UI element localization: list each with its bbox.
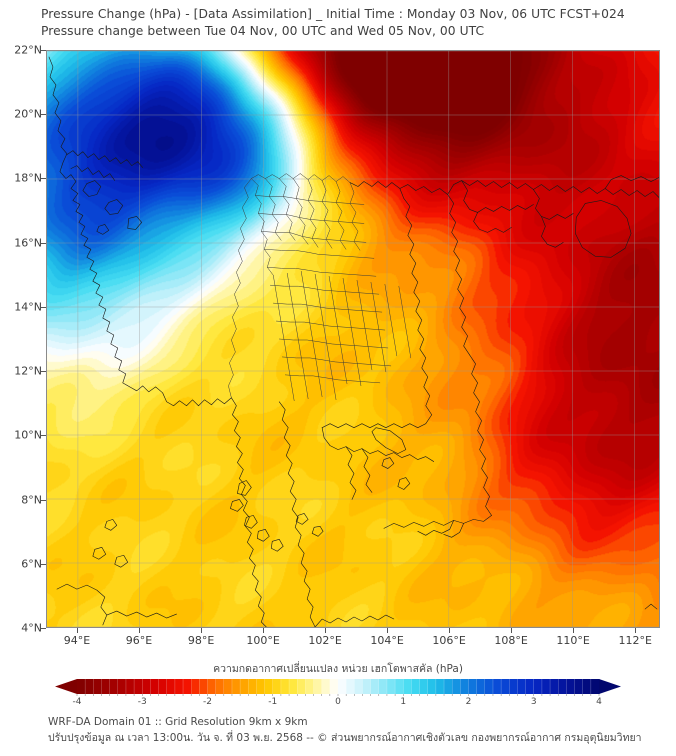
- lon-tick-mark: [511, 628, 513, 633]
- footer-domain-info: WRF-DA Domain 01 :: Grid Resolution 9km …: [48, 716, 308, 728]
- colorbar-gradient: [55, 679, 621, 696]
- colorbar[interactable]: [55, 677, 621, 696]
- lon-tick-label: 96°E: [125, 634, 153, 647]
- colorbar-tick-label: -1: [268, 697, 278, 707]
- chart-title-block: Pressure Change (hPa) - [Data Assimilati…: [41, 6, 661, 40]
- lon-tick-mark: [325, 628, 327, 633]
- colorbar-tick-label: 1: [400, 697, 407, 707]
- lat-tick-mark: [41, 50, 46, 51]
- lat-tick-mark: [41, 435, 46, 437]
- lat-tick-label: 6°N: [21, 557, 42, 571]
- lat-tick-label: 20°N: [14, 107, 42, 121]
- chart-title-line-2: Pressure change between Tue 04 Nov, 00 U…: [41, 24, 485, 38]
- colorbar-tick-label: -3: [137, 697, 147, 707]
- lat-tick-mark: [41, 306, 46, 308]
- lon-tick-mark: [263, 628, 265, 633]
- colorbar-tick-labels: -4 -3 -2 -1 0 1 2 3 4: [55, 697, 621, 711]
- lon-tick-label: 102°E: [308, 634, 342, 647]
- lon-tick-label: 94°E: [63, 634, 91, 647]
- lat-tick-label: 4°N: [21, 621, 42, 635]
- lat-tick-label: 22°N: [14, 43, 42, 57]
- footer-credit: ปรับปรุงข้อมูล ณ เวลา 13:00น. วัน จ. ที่…: [48, 732, 642, 744]
- lon-tick-label: 104°E: [370, 634, 404, 647]
- lon-tick-label: 112°E: [618, 634, 652, 647]
- lat-tick-mark: [41, 628, 46, 629]
- lat-tick-label: 10°N: [14, 428, 42, 442]
- lat-tick-mark: [41, 371, 46, 373]
- lon-tick-mark: [573, 628, 575, 633]
- lon-tick-label: 106°E: [432, 634, 466, 647]
- lon-tick-label: 110°E: [556, 634, 590, 647]
- lat-tick-label: 18°N: [14, 171, 42, 185]
- lat-tick-mark: [41, 242, 46, 244]
- lon-tick-mark: [77, 628, 78, 633]
- lat-tick-label: 8°N: [21, 493, 42, 507]
- colorbar-tick-label: 2: [465, 697, 472, 707]
- lat-tick-mark: [41, 114, 46, 116]
- map-plot-area[interactable]: [46, 50, 660, 628]
- lat-tick-mark: [41, 178, 46, 180]
- lon-tick-mark: [635, 628, 637, 633]
- graticule-gridlines: [47, 51, 659, 627]
- coastline-and-border-overlay: [47, 51, 659, 627]
- colorbar-tick-label: 4: [596, 697, 602, 707]
- colorbar-tick-label: 3: [530, 697, 537, 707]
- lon-tick-label: 98°E: [187, 634, 215, 647]
- lon-tick-mark: [387, 628, 389, 633]
- footer-block: WRF-DA Domain 01 :: Grid Resolution 9km …: [48, 714, 668, 746]
- colorbar-tick-label: -4: [72, 697, 82, 707]
- colorbar-caption: ความกดอากาศเปลี่ยนแปลง หน่วย เฮกโตพาสคัล…: [213, 663, 463, 675]
- chart-title-line-1: Pressure Change (hPa) - [Data Assimilati…: [41, 7, 625, 21]
- lat-tick-label: 16°N: [14, 236, 42, 250]
- lon-tick-mark: [201, 628, 203, 633]
- lat-tick-label: 14°N: [14, 300, 42, 314]
- lat-tick-mark: [41, 563, 46, 565]
- lon-tick-label: 108°E: [494, 634, 528, 647]
- colorbar-tick-label: -2: [203, 697, 212, 707]
- lon-tick-label: 100°E: [246, 634, 280, 647]
- lon-tick-mark: [449, 628, 451, 633]
- lat-tick-mark: [41, 499, 46, 501]
- lon-tick-mark: [139, 628, 141, 633]
- lat-tick-label: 12°N: [14, 364, 42, 378]
- colorbar-tick-label: 0: [335, 697, 341, 707]
